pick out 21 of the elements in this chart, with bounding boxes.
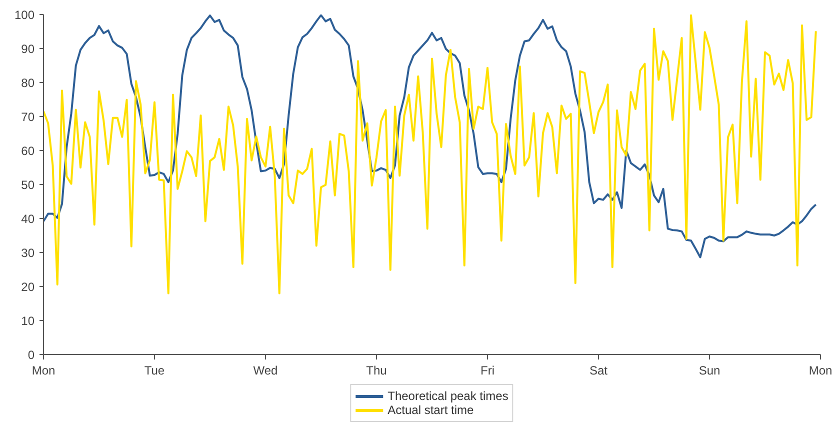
x-tick-label: Sun <box>698 364 720 378</box>
x-tick-label: Sat <box>589 364 608 378</box>
y-tick-label: 60 <box>21 144 35 158</box>
y-tick-label: 70 <box>21 110 35 124</box>
legend-label: Theoretical peak times <box>388 389 508 403</box>
y-tick-label: 30 <box>21 246 35 260</box>
y-tick-label: 0 <box>28 348 35 362</box>
y-tick-label: 40 <box>21 212 35 226</box>
legend-label: Actual start time <box>388 403 474 417</box>
y-tick-label: 80 <box>21 76 35 90</box>
x-tick-label: Mon <box>808 364 832 378</box>
x-tick-label: Tue <box>144 364 165 378</box>
y-tick-label: 100 <box>14 8 35 22</box>
y-tick-label: 10 <box>21 314 35 328</box>
x-tick-label: Thu <box>366 364 387 378</box>
y-tick-label: 50 <box>21 178 35 192</box>
x-tick-label: Fri <box>480 364 495 378</box>
x-tick-label: Mon <box>32 364 56 378</box>
y-tick-label: 90 <box>21 42 35 56</box>
x-tick-label: Wed <box>253 364 278 378</box>
y-tick-label: 20 <box>21 280 35 294</box>
